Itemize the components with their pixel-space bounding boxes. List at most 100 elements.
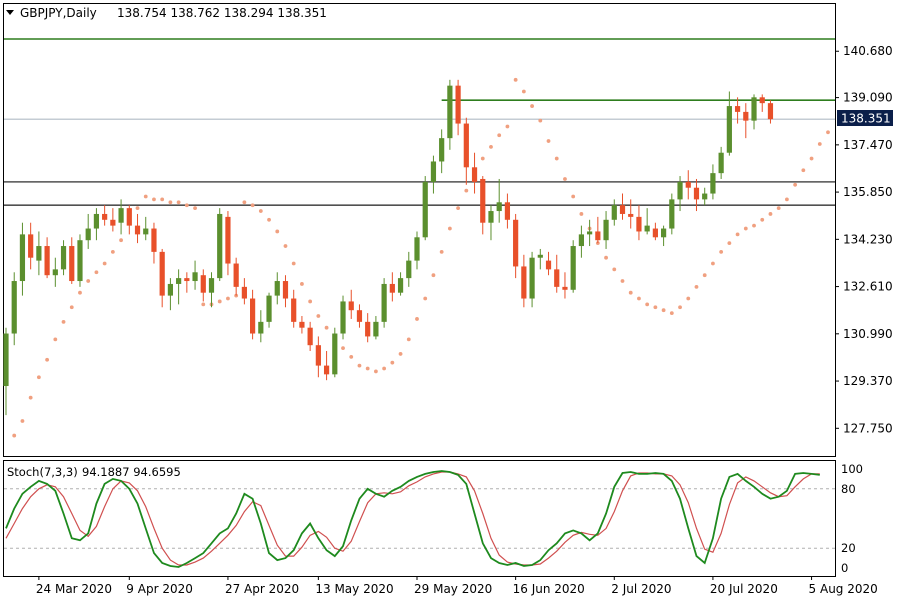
candle-body — [356, 310, 363, 322]
candle — [718, 146, 724, 179]
candle — [93, 208, 100, 241]
candle — [628, 199, 634, 229]
candle-body — [266, 295, 272, 322]
candle — [578, 225, 584, 258]
candle — [102, 205, 108, 226]
sar-dot — [669, 311, 674, 316]
candle-body — [208, 278, 215, 293]
candle-body — [11, 281, 17, 334]
sar-dot — [793, 182, 798, 187]
sar-dot — [826, 130, 830, 135]
price-tick-label: 140.680 — [843, 44, 893, 58]
time-tick-label: 20 Jul 2020 — [710, 582, 778, 596]
time-tick-label: 16 Jun 2020 — [513, 582, 585, 596]
candle-body — [397, 278, 404, 293]
candlestick-series — [3, 79, 774, 416]
sar-dot — [283, 244, 288, 248]
candle-body — [167, 283, 173, 296]
sar-dot — [324, 325, 329, 330]
candle-body — [340, 301, 346, 334]
candle-body — [373, 321, 379, 337]
candle-body — [537, 254, 543, 258]
candle-body — [36, 246, 42, 261]
candle — [710, 164, 716, 200]
candle-body — [176, 278, 182, 284]
sar-dot — [160, 197, 165, 202]
candle — [652, 222, 658, 241]
price-tick-label: 139.090 — [843, 91, 893, 105]
candle-body — [93, 213, 100, 229]
candle — [159, 248, 165, 308]
horizontal-levels — [4, 38, 835, 207]
candle — [340, 295, 346, 340]
sar-dot — [390, 360, 395, 365]
sar-dot — [431, 273, 436, 278]
sar-dot — [612, 267, 617, 272]
candle-body — [282, 281, 289, 299]
sar-dot — [760, 217, 765, 222]
chart-menu-triangle-icon[interactable] — [6, 10, 14, 15]
candle-body — [365, 321, 371, 337]
sar-dot — [464, 188, 469, 193]
candle — [348, 289, 354, 319]
sar-dot — [275, 229, 280, 234]
candle-body — [332, 333, 338, 375]
candle — [36, 231, 42, 276]
candle — [611, 199, 617, 226]
candle-body — [636, 216, 642, 232]
candle — [587, 219, 593, 247]
time-tick-label: 27 Apr 2020 — [225, 582, 299, 596]
sar-dot — [53, 337, 58, 342]
candle — [299, 316, 305, 334]
candle — [406, 251, 412, 287]
candle — [77, 234, 83, 287]
candle — [282, 275, 289, 308]
sar-dot — [398, 352, 403, 356]
candle — [463, 117, 469, 185]
candle — [529, 251, 535, 308]
stoch-tick-label: 0 — [841, 561, 848, 575]
candle — [373, 316, 379, 340]
candle-body — [587, 231, 593, 235]
sar-dot — [628, 290, 633, 295]
sar-dot — [768, 212, 773, 216]
time-tick-label: 5 Aug 2020 — [809, 582, 878, 596]
time-axis: 24 Mar 2020 9 Apr 2020 27 Apr 2020 13 May 2… — [36, 576, 878, 596]
stoch-tick-label: 100 — [841, 462, 863, 476]
candle — [315, 336, 321, 378]
candle-body — [504, 202, 511, 220]
candle-body — [545, 260, 552, 270]
candle — [521, 254, 527, 308]
candle — [241, 278, 247, 305]
candle — [69, 237, 75, 284]
candle — [332, 327, 338, 378]
sar-dot — [702, 273, 707, 278]
candle — [414, 231, 420, 270]
sar-dot — [36, 375, 41, 380]
candle-body — [734, 106, 741, 112]
candle — [702, 187, 708, 206]
sar-dot — [201, 302, 206, 307]
time-tick-label: 13 May 2020 — [315, 582, 393, 596]
candle-body — [595, 231, 601, 241]
candle — [52, 257, 58, 287]
candle-body — [619, 205, 626, 214]
candle-body — [323, 365, 330, 375]
sar-dot — [176, 200, 181, 205]
candle-body — [3, 333, 9, 387]
candle — [554, 254, 560, 293]
candle — [570, 240, 576, 293]
sar-dot — [12, 433, 17, 438]
candle — [603, 211, 609, 249]
candle — [693, 178, 700, 212]
sar-dot — [250, 203, 255, 208]
candle-body — [69, 246, 75, 282]
candle-body — [192, 272, 198, 282]
candle — [208, 272, 215, 308]
sar-dot — [78, 290, 82, 295]
sar-dot — [300, 282, 304, 286]
sar-dot — [226, 296, 230, 301]
price-tick-label: 132.610 — [843, 280, 893, 294]
